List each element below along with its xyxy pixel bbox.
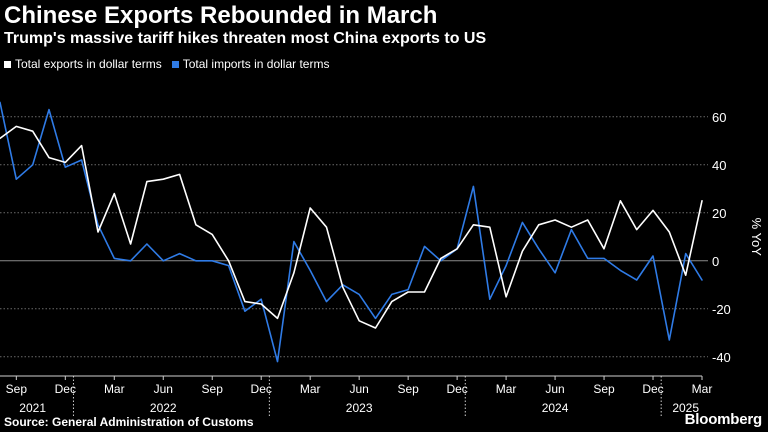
legend-item-exports: Total exports in dollar terms bbox=[4, 57, 162, 71]
x-tick-label: Mar bbox=[692, 382, 713, 396]
x-tick-label: Mar bbox=[104, 382, 125, 396]
source-note: Source: General Administration of Custom… bbox=[4, 415, 254, 429]
x-year-label: 2024 bbox=[542, 401, 569, 415]
x-tick-label: Dec bbox=[55, 382, 76, 396]
x-year-label: 2025 bbox=[672, 401, 699, 415]
x-year-label: 2022 bbox=[150, 401, 177, 415]
legend-swatch-exports bbox=[4, 60, 11, 68]
y-tick-label: 40 bbox=[712, 158, 726, 173]
x-tick-label: Dec bbox=[251, 382, 272, 396]
y-tick-label: -20 bbox=[712, 302, 731, 317]
legend: Total exports in dollar terms Total impo… bbox=[4, 57, 329, 71]
legend-swatch-imports bbox=[171, 60, 179, 68]
y-tick-label: 20 bbox=[712, 206, 726, 221]
x-tick-label: Jun bbox=[545, 382, 564, 396]
chart-subtitle: Trump's massive tariff hikes threaten mo… bbox=[4, 30, 487, 47]
x-year-label: 2021 bbox=[19, 401, 46, 415]
x-tick-label: Sep bbox=[202, 382, 224, 396]
x-year-label: 2023 bbox=[346, 401, 373, 415]
legend-label-exports: Total exports in dollar terms bbox=[15, 57, 162, 71]
x-tick-label: Mar bbox=[496, 382, 517, 396]
legend-item-imports: Total imports in dollar terms bbox=[171, 57, 330, 71]
chart-title: Chinese Exports Rebounded in March bbox=[4, 2, 438, 29]
x-tick-label: Sep bbox=[6, 382, 28, 396]
legend-label-imports: Total imports in dollar terms bbox=[182, 57, 330, 71]
x-tick-label: Sep bbox=[593, 382, 615, 396]
x-tick-label: Dec bbox=[642, 382, 663, 396]
y-tick-label: 60 bbox=[712, 110, 726, 125]
series-line-imports bbox=[0, 101, 703, 363]
x-tick-label: Sep bbox=[397, 382, 419, 396]
y-tick-label: -40 bbox=[712, 350, 731, 365]
y-axis-label: % YoY bbox=[749, 218, 764, 257]
series-line-exports bbox=[0, 125, 703, 329]
x-tick-label: Dec bbox=[446, 382, 467, 396]
y-tick-label: 0 bbox=[712, 254, 719, 269]
x-tick-label: Jun bbox=[154, 382, 173, 396]
x-tick-label: Jun bbox=[349, 382, 368, 396]
bloomberg-logo: Bloomberg bbox=[684, 411, 763, 428]
x-tick-label: Mar bbox=[300, 382, 321, 396]
